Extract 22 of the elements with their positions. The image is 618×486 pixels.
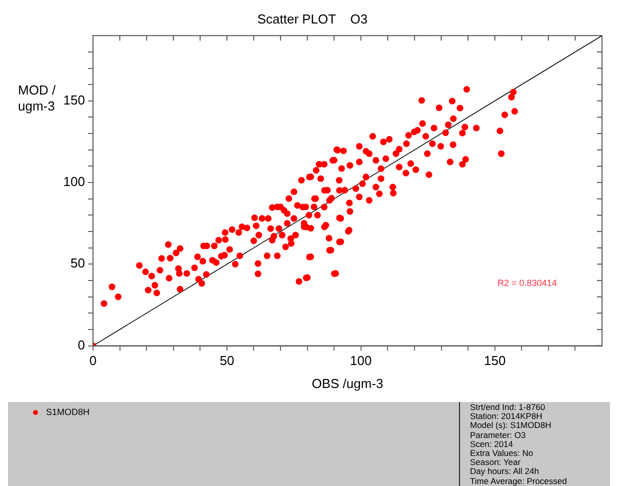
legend-label: S1MOD8H xyxy=(46,407,90,417)
text: Parameter: O3 xyxy=(470,430,527,440)
y-axis-title: MOD / ugm-3 xyxy=(18,82,56,114)
text: Strt/end Ind: 1-8760 xyxy=(470,402,546,412)
text: Scen: 2014 xyxy=(470,438,514,450)
y-tick-label: 100 xyxy=(63,174,85,190)
x-tick-label: 100 xyxy=(350,353,372,368)
text: Day hours: All 24h xyxy=(470,466,540,477)
x-tick-label: 50 xyxy=(220,353,234,368)
text: Model (s): S1MOD8H xyxy=(470,420,552,431)
chart-title: Scatter PLOT O3 xyxy=(257,11,368,26)
x-tick-label: 0 xyxy=(89,353,97,368)
text: Time Average: Processed xyxy=(470,476,568,486)
text: Season: Year xyxy=(470,457,522,468)
annotation: R2 = 0.830414 xyxy=(498,278,557,288)
y-tick-label: 50 xyxy=(70,256,85,271)
text: Station: 2014KP8H xyxy=(470,411,544,422)
y-tick-label: 150 xyxy=(63,92,85,108)
y-tick-label: 0 xyxy=(78,337,85,352)
text: Extra Values: No xyxy=(470,448,534,458)
x-tick-label: 150 xyxy=(484,353,506,368)
x-axis-title: OBS /ugm-3 xyxy=(312,376,384,391)
